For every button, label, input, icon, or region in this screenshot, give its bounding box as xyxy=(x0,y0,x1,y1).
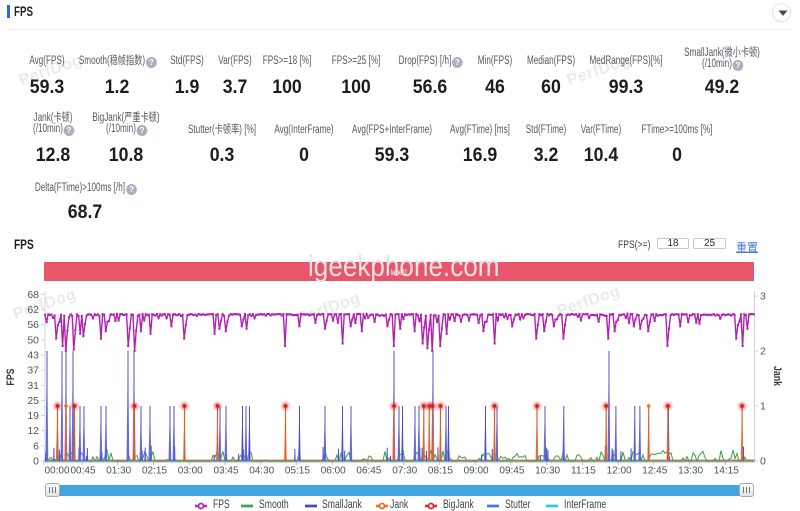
svg-text:0: 0 xyxy=(760,456,766,468)
svg-text:02:15: 02:15 xyxy=(142,465,167,477)
svg-text:01:30: 01:30 xyxy=(106,465,131,477)
svg-text:12: 12 xyxy=(27,425,39,437)
svg-text:25: 25 xyxy=(27,395,39,407)
svg-text:03:00: 03:00 xyxy=(178,465,203,477)
svg-text:43: 43 xyxy=(27,350,39,362)
svg-text:00:45: 00:45 xyxy=(71,465,96,477)
svg-text:56: 56 xyxy=(27,319,39,331)
svg-text:11:15: 11:15 xyxy=(571,465,596,477)
svg-text:6: 6 xyxy=(33,440,39,452)
svg-text:12:00: 12:00 xyxy=(607,465,632,477)
svg-text:12:45: 12:45 xyxy=(642,465,667,477)
svg-text:19: 19 xyxy=(27,410,39,422)
svg-text:3: 3 xyxy=(760,291,766,303)
svg-text:04:30: 04:30 xyxy=(249,465,274,477)
svg-text:37: 37 xyxy=(27,365,39,377)
svg-text:09:45: 09:45 xyxy=(499,465,524,477)
svg-text:13:30: 13:30 xyxy=(678,465,703,477)
svg-text:08:15: 08:15 xyxy=(428,465,453,477)
svg-text:09:00: 09:00 xyxy=(464,465,489,477)
svg-text:03:45: 03:45 xyxy=(214,465,239,477)
svg-text:2: 2 xyxy=(760,346,766,358)
svg-text:07:30: 07:30 xyxy=(392,465,417,477)
svg-text:06:00: 06:00 xyxy=(321,465,346,477)
svg-text:05:15: 05:15 xyxy=(285,465,310,477)
svg-text:10:30: 10:30 xyxy=(535,465,560,477)
svg-text:14:15: 14:15 xyxy=(714,465,739,477)
svg-text:00:00: 00:00 xyxy=(45,465,70,477)
svg-text:31: 31 xyxy=(27,380,39,392)
svg-text:50: 50 xyxy=(27,334,39,346)
svg-text:68: 68 xyxy=(27,289,39,301)
svg-text:06:45: 06:45 xyxy=(356,465,381,477)
svg-text:0: 0 xyxy=(33,456,39,468)
svg-text:62: 62 xyxy=(27,304,39,316)
svg-text:1: 1 xyxy=(760,401,766,413)
